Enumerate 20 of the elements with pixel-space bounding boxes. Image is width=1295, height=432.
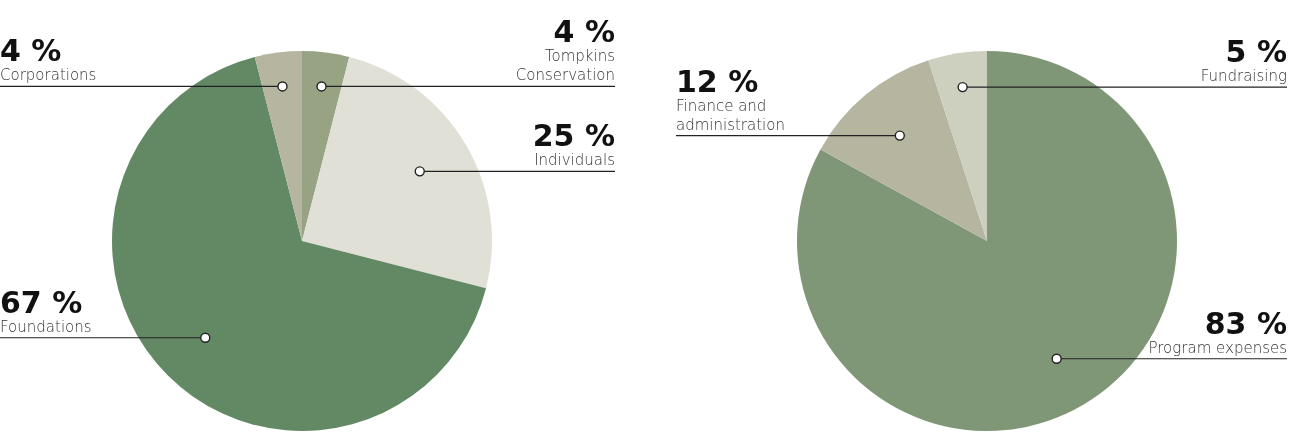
data-label: 4 %: [553, 14, 615, 50]
pie-slice: [112, 56, 487, 431]
pie-slice: [302, 56, 492, 289]
slice-label: Corporations: [0, 66, 97, 85]
data-label: 67 %: [0, 284, 83, 320]
slice-label: Tompkins Conservation: [515, 47, 615, 85]
data-label: 25 %: [532, 118, 615, 154]
data-label: 4 %: [0, 33, 62, 69]
data-label: 12 %: [676, 63, 759, 99]
pie-slice: [302, 51, 350, 241]
slice-label: Finance and administration: [676, 96, 785, 134]
data-label: 5 %: [1225, 34, 1287, 70]
data-label: 83 %: [1204, 305, 1287, 341]
pie-slice: [928, 51, 987, 241]
slice-label: Fundraising: [1200, 67, 1287, 86]
pie-slice: [254, 51, 302, 241]
slice-label: Foundations: [0, 317, 92, 336]
slice-label: Individuals: [534, 151, 615, 170]
pie-slice: [820, 60, 987, 241]
slice-label: Program expenses: [1148, 338, 1287, 357]
